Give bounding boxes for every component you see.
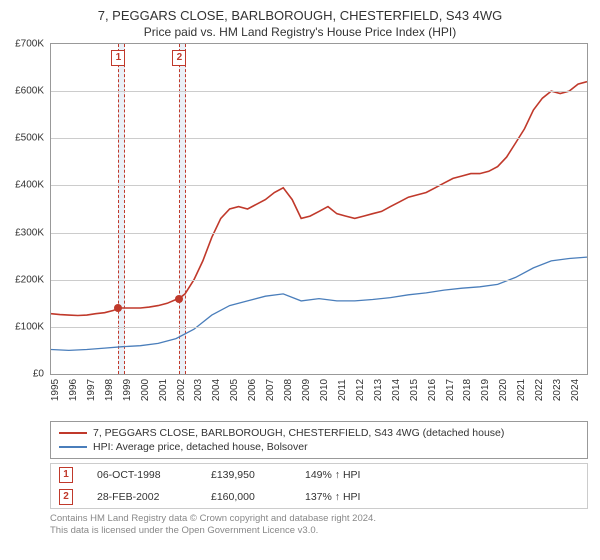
x-tick-label: 2010 <box>319 379 330 401</box>
y-tick-label: £300K <box>15 227 44 238</box>
transaction-date: 28-FEB-2002 <box>97 491 187 503</box>
x-tick-label: 2008 <box>283 379 294 401</box>
x-axis: 1995 1996 1997 1998 1999 2000 2001 2002 2003 2004… <box>50 376 588 416</box>
y-tick-label: £500K <box>15 133 44 144</box>
transaction-row: 1 06-OCT-1998 £139,950 149% ↑ HPI <box>51 464 587 486</box>
y-tick-label: £400K <box>15 180 44 191</box>
transaction-price: £139,950 <box>211 469 281 481</box>
gridline <box>51 327 587 328</box>
x-tick-label: 2014 <box>391 379 402 401</box>
x-tick-label: 2002 <box>176 379 187 401</box>
x-tick-label: 2005 <box>229 379 240 401</box>
legend-label: 7, PEGGARS CLOSE, BARLBOROUGH, CHESTERFI… <box>93 427 504 439</box>
x-tick-label: 2018 <box>462 379 473 401</box>
legend: 7, PEGGARS CLOSE, BARLBOROUGH, CHESTERFI… <box>50 421 588 459</box>
legend-row: 7, PEGGARS CLOSE, BARLBOROUGH, CHESTERFI… <box>59 426 579 440</box>
transaction-row-marker: 1 <box>59 467 73 483</box>
transaction-marker: 2 <box>172 50 186 66</box>
transaction-dot <box>114 304 122 312</box>
x-tick-label: 2019 <box>480 379 491 401</box>
chart-title: 7, PEGGARS CLOSE, BARLBOROUGH, CHESTERFI… <box>0 0 600 23</box>
gridline <box>51 185 587 186</box>
transaction-hpi: 149% ↑ HPI <box>305 469 385 481</box>
gridline <box>51 91 587 92</box>
transaction-dot <box>175 295 183 303</box>
gridline <box>51 280 587 281</box>
x-tick-label: 2003 <box>193 379 204 401</box>
transaction-date: 06-OCT-1998 <box>97 469 187 481</box>
x-tick-label: 2022 <box>534 379 545 401</box>
footer-line2: This data is licensed under the Open Gov… <box>50 525 588 537</box>
x-tick-label: 2012 <box>355 379 366 401</box>
gridline <box>51 138 587 139</box>
transaction-hpi: 137% ↑ HPI <box>305 491 385 503</box>
x-tick-label: 2004 <box>211 379 222 401</box>
y-tick-label: £0 <box>33 369 44 380</box>
x-tick-label: 1996 <box>68 379 79 401</box>
footer-line1: Contains HM Land Registry data © Crown c… <box>50 513 588 525</box>
x-tick-label: 2024 <box>570 379 581 401</box>
legend-row: HPI: Average price, detached house, Bols… <box>59 440 579 454</box>
hpi-series <box>51 257 587 350</box>
transaction-row: 2 28-FEB-2002 £160,000 137% ↑ HPI <box>51 486 587 508</box>
x-tick-label: 2020 <box>498 379 509 401</box>
x-tick-label: 2017 <box>445 379 456 401</box>
x-tick-label: 2023 <box>552 379 563 401</box>
plot-area: 12 <box>50 43 588 375</box>
transaction-marker: 1 <box>111 50 125 66</box>
chart-container: 7, PEGGARS CLOSE, BARLBOROUGH, CHESTERFI… <box>0 0 600 560</box>
gridline <box>51 233 587 234</box>
x-tick-label: 2009 <box>301 379 312 401</box>
legend-swatch <box>59 432 87 434</box>
x-tick-label: 2015 <box>409 379 420 401</box>
x-tick-label: 2016 <box>427 379 438 401</box>
footer-attribution: Contains HM Land Registry data © Crown c… <box>50 513 588 538</box>
x-tick-label: 1999 <box>122 379 133 401</box>
transaction-price: £160,000 <box>211 491 281 503</box>
x-tick-label: 1995 <box>50 379 61 401</box>
y-tick-label: £100K <box>15 321 44 332</box>
x-tick-label: 2000 <box>140 379 151 401</box>
legend-swatch <box>59 446 87 448</box>
x-tick-label: 1998 <box>104 379 115 401</box>
x-tick-label: 2013 <box>373 379 384 401</box>
y-tick-label: £200K <box>15 274 44 285</box>
x-tick-label: 2011 <box>337 379 348 401</box>
legend-label: HPI: Average price, detached house, Bols… <box>93 441 308 453</box>
transaction-row-marker: 2 <box>59 489 73 505</box>
x-tick-label: 2001 <box>158 379 169 401</box>
x-tick-label: 2006 <box>247 379 258 401</box>
chart-subtitle: Price paid vs. HM Land Registry's House … <box>0 23 600 43</box>
y-tick-label: £700K <box>15 39 44 50</box>
y-axis: £0£100K£200K£300K£400K£500K£600K£700K <box>0 44 48 374</box>
y-tick-label: £600K <box>15 86 44 97</box>
x-tick-label: 2021 <box>516 379 527 401</box>
x-tick-label: 2007 <box>265 379 276 401</box>
chart-svg <box>51 44 587 374</box>
transactions-table: 1 06-OCT-1998 £139,950 149% ↑ HPI 2 28-FEB-20… <box>50 463 588 509</box>
x-tick-label: 1997 <box>86 379 97 401</box>
